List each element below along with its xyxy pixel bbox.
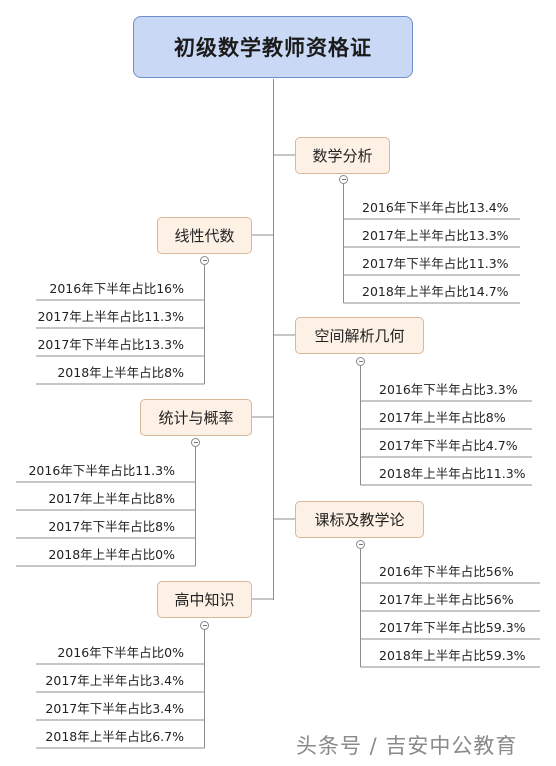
branch-node-analytic-geometry[interactable]: 空间解析几何 <box>295 317 424 354</box>
root-title: 初级数学教师资格证 <box>174 36 372 60</box>
leaf-item: 2018年上半年占比14.7% <box>362 284 509 299</box>
leaf-item: 2016年下半年占比0% <box>57 645 184 660</box>
leaf-item: 2017年下半年占比13.3% <box>37 337 184 352</box>
collapse-icon[interactable] <box>356 357 365 366</box>
leaf-item: 2017年上半年占比3.4% <box>45 673 184 688</box>
leaf-item: 2018年上半年占比0% <box>48 547 175 562</box>
branch-title: 数学分析 <box>312 147 373 165</box>
leaf-item: 2017年上半年占比56% <box>379 592 514 607</box>
branch-title: 统计与概率 <box>158 409 234 427</box>
leaf-item: 2017年下半年占比8% <box>48 519 175 534</box>
collapse-icon[interactable] <box>200 256 209 265</box>
branch-node-high-school-knowledge[interactable]: 高中知识 <box>157 581 252 618</box>
branch-node-linear-algebra[interactable]: 线性代数 <box>157 217 252 254</box>
branch-title: 空间解析几何 <box>314 327 405 345</box>
leaf-item: 2017年上半年占比8% <box>379 410 506 425</box>
leaf-item: 2017年下半年占比4.7% <box>379 438 518 453</box>
leaf-item: 2016年下半年占比16% <box>49 281 184 296</box>
branch-title: 线性代数 <box>174 227 235 245</box>
collapse-icon[interactable] <box>191 438 200 447</box>
branch-node-math-analysis[interactable]: 数学分析 <box>295 137 390 174</box>
leaf-item: 2018年上半年占比6.7% <box>45 729 184 744</box>
collapse-icon[interactable] <box>356 540 365 549</box>
branch-node-curriculum-pedagogy[interactable]: 课标及教学论 <box>295 501 424 538</box>
root-node[interactable]: 初级数学教师资格证 <box>133 16 413 78</box>
leaf-item: 2017年下半年占比11.3% <box>362 256 509 271</box>
leaf-item: 2018年上半年占比11.3% <box>379 466 526 481</box>
leaf-item: 2017年上半年占比11.3% <box>37 309 184 324</box>
branch-node-statistics-probability[interactable]: 统计与概率 <box>140 399 252 436</box>
leaf-item: 2018年上半年占比59.3% <box>379 648 526 663</box>
leaf-item: 2016年下半年占比11.3% <box>28 463 175 478</box>
leaf-item: 2017年下半年占比59.3% <box>379 620 526 635</box>
leaf-item: 2017年上半年占比8% <box>48 491 175 506</box>
branch-title: 课标及教学论 <box>314 511 405 529</box>
collapse-icon[interactable] <box>200 621 209 630</box>
watermark: 头条号 / 吉安中公教育 <box>296 734 518 758</box>
leaf-item: 2016年下半年占比13.4% <box>362 200 509 215</box>
leaf-item: 2018年上半年占比8% <box>57 365 184 380</box>
branch-title: 高中知识 <box>174 591 235 609</box>
leaf-item: 2017年上半年占比13.3% <box>362 228 509 243</box>
leaf-item: 2016年下半年占比3.3% <box>379 382 518 397</box>
collapse-icon[interactable] <box>339 175 348 184</box>
leaf-item: 2017年下半年占比3.4% <box>45 701 184 716</box>
leaf-item: 2016年下半年占比56% <box>379 564 514 579</box>
